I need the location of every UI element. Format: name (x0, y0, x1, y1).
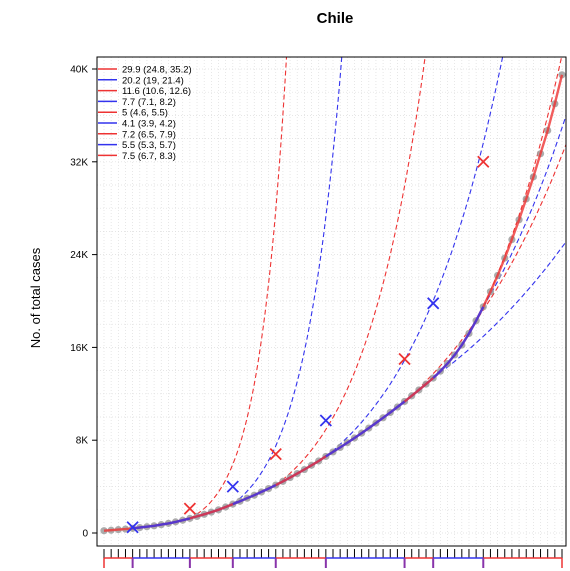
plot-frame (96, 56, 567, 547)
segment-line (403, 306, 485, 403)
fitted-segments (103, 74, 564, 532)
projection-line (275, 57, 426, 486)
chart-title: Chile (317, 10, 354, 27)
breakpoint-markers (126, 155, 490, 534)
breakpoint-marker (226, 480, 239, 493)
legend-entry: 7.5 (6.7, 8.3) (122, 151, 176, 162)
breakpoint-stroke (427, 297, 440, 310)
breakpoint-stroke (398, 352, 411, 366)
y-tick-label: 8K (76, 436, 89, 447)
segment-line (482, 74, 564, 308)
y-axis-label: No. of total cases (28, 247, 43, 348)
breakpoint-marker (183, 502, 197, 515)
segment-line (432, 306, 485, 379)
breakpoint-marker (398, 352, 411, 366)
breakpoint-stroke (183, 502, 197, 515)
legend: 29.9 (24.8, 35.2)20.2 (19, 21.4)11.6 (10… (98, 65, 192, 162)
legend-entry: 5 (4.6, 5.5) (122, 108, 168, 119)
y-tick-label: 32K (70, 157, 88, 168)
breakpoint-stroke (477, 155, 490, 168)
breakpoint-marker (269, 447, 282, 461)
legend-entry: 7.2 (6.5, 7.9) (122, 129, 176, 140)
breakpoint-marker (319, 414, 332, 427)
breakpoint-stroke (226, 480, 239, 493)
projection-line (232, 57, 343, 505)
legend-entry: 7.7 (7.1, 8.2) (122, 97, 176, 108)
legend-entry: 5.5 (5.3, 5.7) (122, 140, 176, 151)
y-tick-label: 24K (70, 250, 88, 261)
legend-entry: 4.1 (3.9, 4.2) (122, 119, 176, 130)
y-tick-label: 40K (70, 65, 88, 76)
y-tick-label: 0 (82, 529, 88, 540)
projection-line (432, 240, 566, 379)
breakpoint-stroke (319, 414, 332, 427)
breakpoint-stroke (269, 447, 282, 461)
axes: 0 8K 16K 24K 32K 40K (70, 56, 567, 568)
breakpoint-marker (126, 521, 139, 534)
legend-entry: 29.9 (24.8, 35.2) (122, 65, 192, 76)
legend-entry: 20.2 (19, 21.4) (122, 75, 184, 86)
projection-line (189, 57, 288, 519)
grid (97, 57, 566, 546)
projection-line (404, 143, 566, 402)
legend-entry: 11.6 (10.6, 12.6) (122, 86, 191, 97)
projection-line (325, 57, 504, 457)
breakpoint-marker (427, 297, 440, 310)
breakpoint-marker (477, 155, 490, 168)
breakpoint-stroke (126, 521, 139, 534)
y-tick-label: 16K (70, 343, 88, 354)
